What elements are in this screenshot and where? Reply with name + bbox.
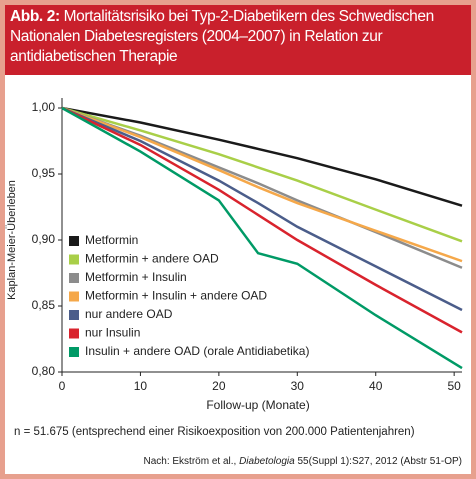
legend-swatch xyxy=(69,328,79,339)
x-tick-label: 40 xyxy=(369,379,383,393)
legend-label: nur andere OAD xyxy=(85,307,173,321)
legend-swatch xyxy=(69,273,79,283)
series-line xyxy=(61,106,463,334)
y-axis-label: Kaplan-Meier-Überleben xyxy=(6,180,18,300)
legend-label: Metformin + Insulin xyxy=(85,270,187,284)
series-line xyxy=(61,106,463,312)
legend-swatch xyxy=(69,347,79,357)
x-axis-label: Follow-up (Monate) xyxy=(206,398,309,412)
legend-label: Metformin + Insulin + andere OAD xyxy=(85,289,267,303)
header-label: Abb. 2: xyxy=(10,8,60,25)
source-journal: Diabetologia xyxy=(239,456,295,467)
source-pre: Nach: Ekström et al., xyxy=(143,456,239,467)
sample-note: n = 51.675 (entsprechend einer Risikoexp… xyxy=(14,426,415,438)
y-tick-label: 0,85 xyxy=(32,298,56,312)
x-tick-label: 20 xyxy=(212,379,226,393)
y-tick-label: 0,80 xyxy=(32,364,56,378)
y-tick-label: 1,00 xyxy=(32,100,56,114)
legend-swatch xyxy=(69,254,79,265)
legend-label: Insulin + andere OAD (orale Antidiabetik… xyxy=(85,344,309,358)
series-line xyxy=(61,106,463,243)
legend-label: nur Insulin xyxy=(85,326,140,340)
x-tick-label: 30 xyxy=(291,379,305,393)
legend-label: Metformin + andere OAD xyxy=(85,252,219,266)
source-note: Nach: Ekström et al., Diabetologia 55(Su… xyxy=(143,456,462,467)
legend-swatch xyxy=(69,310,79,320)
series-line xyxy=(61,106,463,263)
y-tick-label: 0,95 xyxy=(32,166,56,180)
x-tick-label: 0 xyxy=(59,379,66,393)
legend-swatch xyxy=(69,291,79,302)
series-line xyxy=(61,106,463,207)
header: Abb. 2: Mortalitätsrisiko bei Typ-2-Diab… xyxy=(5,5,471,75)
source-post: 55(Suppl 1):S27, 2012 (Abstr 51-OP) xyxy=(295,456,462,467)
x-tick-label: 50 xyxy=(447,379,461,393)
legend-swatch xyxy=(69,236,79,246)
series-line xyxy=(61,106,463,370)
legend-label: Metformin xyxy=(85,233,138,247)
y-tick-label: 0,90 xyxy=(32,232,56,246)
x-tick-label: 10 xyxy=(134,379,148,393)
header-title: Mortalitätsrisiko bei Typ-2-Diabetikern … xyxy=(10,8,434,65)
